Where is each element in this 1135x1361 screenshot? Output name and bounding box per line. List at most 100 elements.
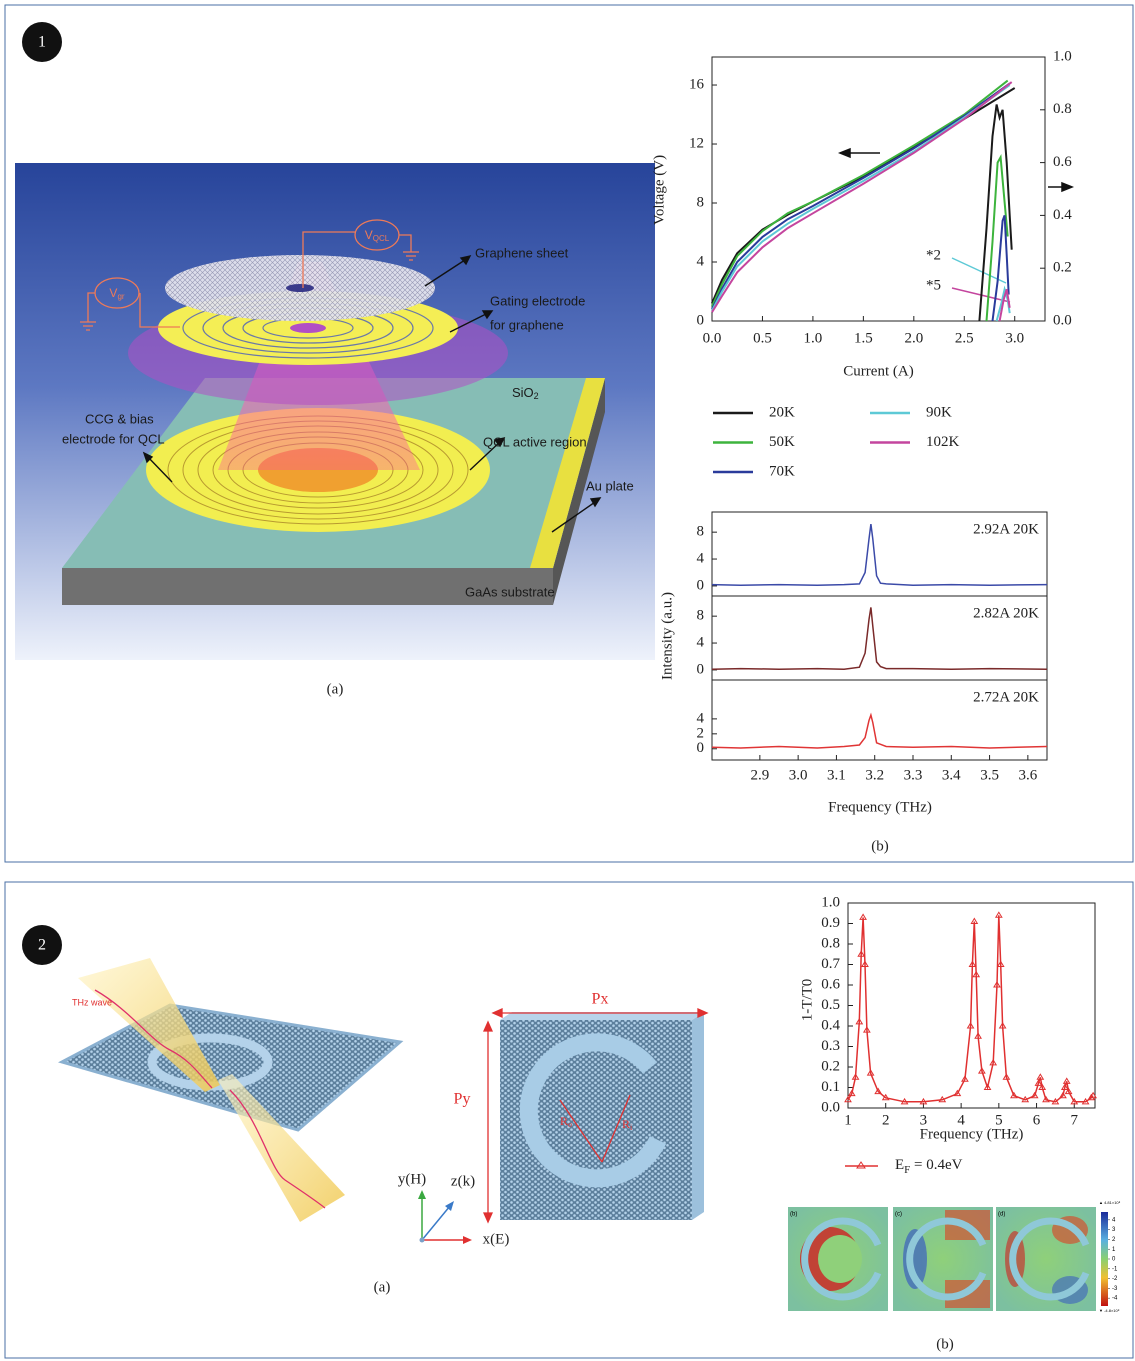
marker (881, 1093, 890, 1101)
marker (1051, 1097, 1060, 1105)
legend-label: EF = 0.4eV (895, 1157, 963, 1175)
marker (1010, 1091, 1018, 1099)
spectrum-line (711, 607, 1048, 670)
label-main: R (622, 1117, 630, 1131)
spectrum-label: 2.92A 20K (973, 521, 1039, 537)
y-tick-label: 1.0 (1053, 48, 1072, 64)
marker (1064, 1087, 1073, 1095)
y-tick-label: 4 (697, 550, 705, 566)
x-tick-label: 3.0 (789, 767, 808, 783)
map-label: (c) (895, 1212, 902, 1218)
px-label: Px (592, 991, 609, 1008)
x-tick-label: 4 (957, 1112, 965, 1128)
v-gr-label: Vgr (109, 286, 124, 301)
gating-label: Gating electrode (490, 293, 585, 308)
y-tick-label: 2 (697, 725, 705, 741)
marker (844, 1095, 852, 1103)
y-tick-label: 0.0 (1053, 312, 1072, 328)
marker (919, 1097, 928, 1105)
colorbar-max: ▲ 4.81×10⁸ (1099, 1200, 1121, 1205)
colorbar-label: 0 (1112, 1257, 1116, 1263)
y-tick-label: 0 (697, 577, 705, 593)
x-tick-label: 7 (1071, 1112, 1079, 1128)
absorption-line (847, 915, 1094, 1103)
panel-frame (4, 881, 1134, 1359)
legend-rest: = 0.4eV (910, 1157, 962, 1173)
y-tick-label: 0.2 (821, 1058, 840, 1074)
x-tick-label: 1 (844, 1112, 852, 1128)
marker (874, 1087, 883, 1095)
sio2-label: SiO2 (512, 385, 539, 401)
legend-label: 50K (769, 434, 795, 450)
colorbar-label: -4 (1112, 1296, 1118, 1302)
x-tick-label: 3.3 (904, 767, 923, 783)
thz-label: THz wave (72, 997, 112, 1007)
label-sub: i (630, 1123, 633, 1132)
x-tick-label: 3.5 (980, 767, 999, 783)
axis-x-label: x(E) (483, 1231, 510, 1247)
marker (857, 950, 866, 957)
colorbar-label: -1 (1112, 1266, 1118, 1272)
x-tick-label: 3.0 (1005, 330, 1024, 346)
y-tick-label: 0.7 (821, 956, 840, 972)
x-tick-label: 3.1 (827, 767, 846, 783)
power-line (985, 154, 1009, 322)
marker (1042, 1095, 1050, 1103)
x-tick-label: 3.2 (865, 767, 884, 783)
colorbar-label: -3 (1112, 1286, 1118, 1292)
caption: (b) (936, 1336, 954, 1352)
marker (1089, 1091, 1097, 1099)
legend-label: 90K (926, 404, 952, 420)
marker (855, 1017, 864, 1025)
voltage-line (711, 87, 1016, 304)
py-label: Py (454, 1091, 471, 1108)
marker (1059, 1091, 1067, 1099)
colorbar-label: 2 (1112, 1237, 1116, 1243)
y-tick-label: 0.6 (1053, 154, 1072, 170)
marker (996, 960, 1005, 967)
plot-frame (711, 679, 1048, 761)
marker (977, 1067, 986, 1074)
y-tick-label: 4 (697, 253, 705, 269)
gating-label: for graphene (490, 317, 564, 332)
marker (993, 981, 1001, 988)
marker (1081, 1097, 1090, 1105)
marker (1062, 1077, 1071, 1084)
marker (998, 1022, 1007, 1029)
marker (953, 1089, 962, 1097)
plot-frame (711, 56, 1046, 322)
x-axis-label: Frequency (THz) (828, 799, 932, 815)
y-tick-label: 0.6 (821, 976, 840, 992)
marker (1034, 1079, 1043, 1086)
label-main: V (365, 228, 373, 242)
legend-label: 70K (769, 463, 795, 479)
label-sub: 2 (534, 391, 539, 401)
spectrum-line (711, 524, 1048, 586)
colorbar-min: ▼ -4.8×10⁸ (1099, 1308, 1120, 1313)
x-axis-label: Current (A) (843, 363, 913, 379)
marker (970, 917, 979, 924)
x-tick-label: 0.0 (703, 330, 722, 346)
badge-label: 2 (38, 937, 46, 954)
colorbar-label: 4 (1112, 1217, 1116, 1223)
r-inner-label: Ri (622, 1117, 633, 1132)
ccg-label: electrode for QCL (62, 431, 165, 446)
voltage-line (711, 82, 1011, 310)
voltage-line (711, 79, 1009, 307)
x-tick-label: 0.5 (753, 330, 772, 346)
y-axis-label: Intensity (a.u.) (659, 592, 675, 680)
x-tick-label: 3.6 (1018, 767, 1037, 783)
x-tick-label: 2.9 (750, 767, 769, 783)
y-tick-label: 8 (697, 524, 705, 540)
annotation: *2 (926, 247, 941, 263)
x-tick-label: 5 (995, 1112, 1003, 1128)
axis-z-label: z(k) (451, 1173, 475, 1189)
legend-label: 102K (926, 434, 960, 450)
map-label: (b) (790, 1212, 797, 1218)
x-tick-label: 2.0 (904, 330, 923, 346)
x-tick-label: 1.0 (804, 330, 823, 346)
spectrum-line (711, 712, 1048, 749)
qcl-label: QCL active region (483, 434, 587, 449)
